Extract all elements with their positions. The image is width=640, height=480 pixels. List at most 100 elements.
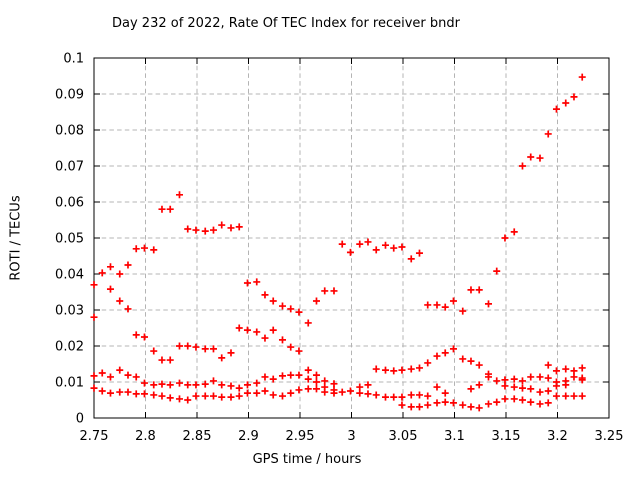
data-point xyxy=(98,387,106,395)
data-point xyxy=(467,403,475,411)
data-point xyxy=(552,105,560,113)
data-point xyxy=(321,388,329,396)
data-point xyxy=(398,366,406,374)
data-point xyxy=(243,279,251,287)
data-point xyxy=(209,377,217,385)
data-point xyxy=(321,287,329,295)
y-tick-label: 0.07 xyxy=(55,160,84,175)
data-point xyxy=(312,385,320,393)
data-point xyxy=(372,246,380,254)
data-point xyxy=(132,245,140,253)
data-point xyxy=(150,347,158,355)
data-point xyxy=(527,373,535,381)
data-point xyxy=(166,381,174,389)
x-tick-label: 3.25 xyxy=(595,429,624,444)
data-point xyxy=(116,366,124,374)
data-point xyxy=(269,326,277,334)
data-point xyxy=(501,376,509,384)
data-point xyxy=(227,382,235,390)
data-point xyxy=(227,224,235,232)
data-point xyxy=(356,383,364,391)
data-point xyxy=(175,379,183,387)
data-point xyxy=(261,387,269,395)
data-point xyxy=(381,241,389,249)
data-point xyxy=(544,374,552,382)
data-point xyxy=(184,342,192,350)
data-point xyxy=(501,382,509,390)
data-point xyxy=(90,281,98,289)
x-tick-label: 2.85 xyxy=(183,429,212,444)
data-point xyxy=(441,303,449,311)
data-point xyxy=(235,324,243,332)
data-point xyxy=(459,401,467,409)
data-point xyxy=(192,226,200,234)
data-point xyxy=(116,297,124,305)
data-point xyxy=(287,305,295,313)
data-point xyxy=(407,403,415,411)
data-point xyxy=(295,347,303,355)
data-point xyxy=(312,297,320,305)
data-point xyxy=(158,392,166,400)
data-point xyxy=(218,393,226,401)
data-point xyxy=(544,399,552,407)
data-point xyxy=(544,130,552,138)
data-point xyxy=(132,331,140,339)
data-point xyxy=(304,375,312,383)
data-point xyxy=(536,373,544,381)
data-point xyxy=(338,388,346,396)
x-tick-label: 3.15 xyxy=(492,429,521,444)
data-point xyxy=(295,308,303,316)
data-point xyxy=(106,263,114,271)
data-point xyxy=(441,389,449,397)
data-point xyxy=(106,389,114,397)
data-point xyxy=(140,244,148,252)
data-point xyxy=(287,343,295,351)
data-point xyxy=(510,375,518,383)
data-point xyxy=(175,342,183,350)
data-point xyxy=(424,392,432,400)
data-point xyxy=(338,240,346,248)
data-point xyxy=(449,297,457,305)
data-point xyxy=(433,399,441,407)
data-point xyxy=(415,403,423,411)
data-point xyxy=(518,384,526,392)
data-point xyxy=(459,307,467,315)
data-point xyxy=(330,380,338,388)
data-point xyxy=(192,343,200,351)
y-tick-label: 0.04 xyxy=(55,268,84,283)
data-point xyxy=(467,385,475,393)
data-point xyxy=(124,305,132,313)
data-point xyxy=(184,225,192,233)
data-point xyxy=(227,393,235,401)
data-point xyxy=(312,378,320,386)
data-point xyxy=(578,364,586,372)
chart-title: Day 232 of 2022, Rate Of TEC Index for r… xyxy=(111,16,461,31)
data-point xyxy=(441,349,449,357)
data-point xyxy=(390,393,398,401)
data-point xyxy=(304,385,312,393)
data-point xyxy=(578,73,586,81)
data-point xyxy=(106,373,114,381)
y-tick-label: 0.09 xyxy=(55,88,84,103)
data-point xyxy=(562,365,570,373)
data-point xyxy=(441,398,449,406)
data-point xyxy=(449,345,457,353)
data-point xyxy=(330,389,338,397)
data-point xyxy=(116,270,124,278)
data-point xyxy=(510,395,518,403)
data-point xyxy=(269,391,277,399)
data-point xyxy=(493,267,501,275)
data-point xyxy=(415,249,423,257)
data-point xyxy=(98,369,106,377)
x-tick-label: 2.8 xyxy=(135,429,156,444)
data-point xyxy=(218,354,226,362)
data-point xyxy=(398,401,406,409)
x-axis-label: GPS time / hours xyxy=(252,452,362,467)
data-point xyxy=(278,392,286,400)
data-point xyxy=(433,352,441,360)
data-point xyxy=(467,286,475,294)
data-point xyxy=(501,234,509,242)
data-point xyxy=(484,373,492,381)
data-point xyxy=(527,398,535,406)
data-point xyxy=(570,367,578,375)
